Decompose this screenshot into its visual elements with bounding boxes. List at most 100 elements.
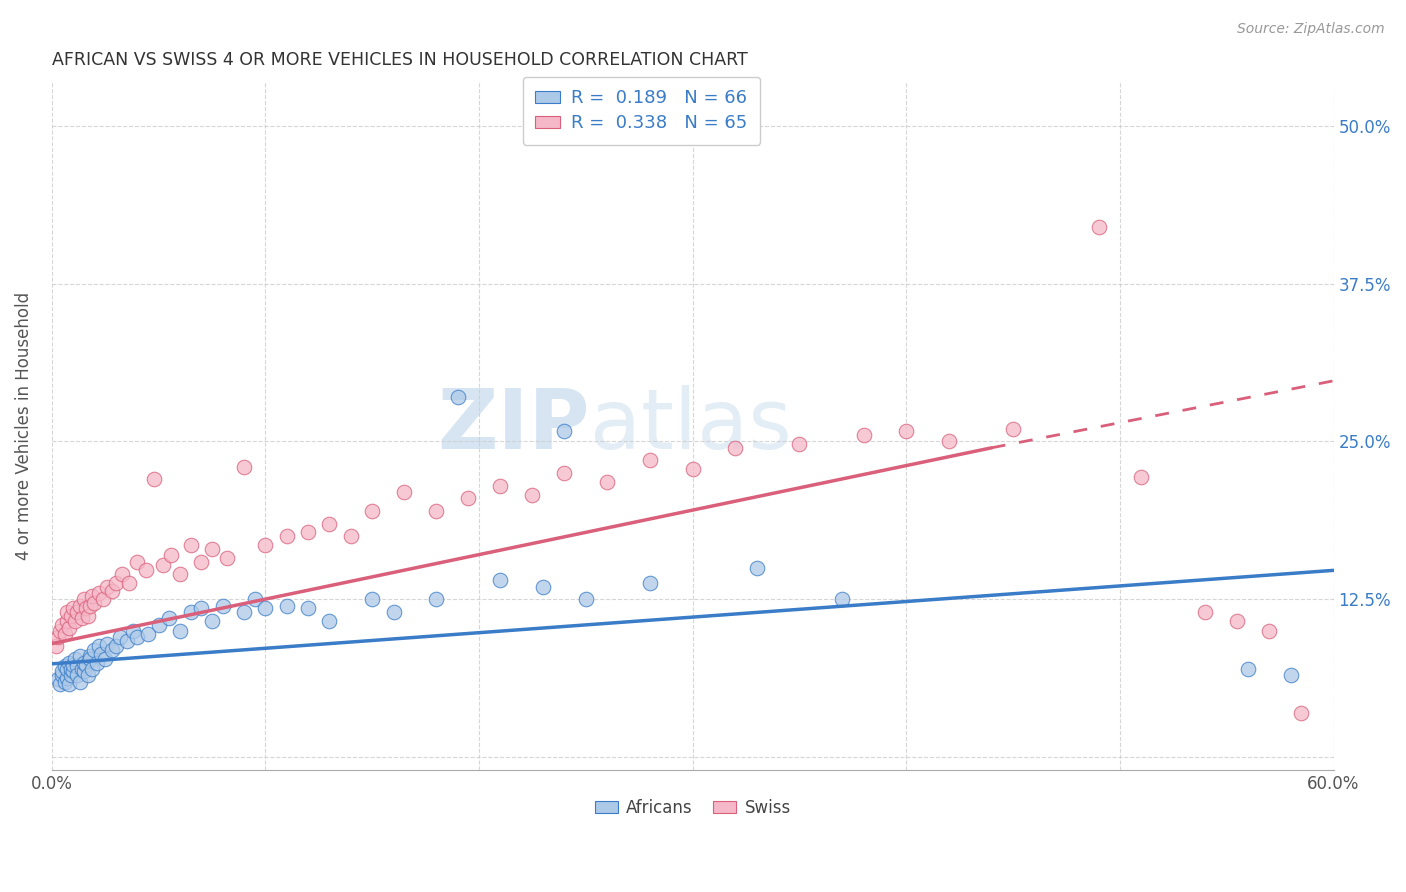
Point: [73, 656, 96, 670]
Point: [104, 576, 127, 591]
Point: [1130, 470, 1153, 484]
Point: [70, 611, 93, 625]
Point: [457, 491, 479, 506]
Point: [66, 605, 89, 619]
Point: [86, 656, 108, 670]
Point: [82, 589, 104, 603]
Point: [148, 617, 170, 632]
Point: [190, 554, 212, 568]
Point: [318, 614, 340, 628]
Point: [201, 614, 224, 628]
Point: [51, 668, 73, 682]
Point: [91, 592, 114, 607]
Point: [446, 390, 468, 404]
Point: [276, 529, 298, 543]
Point: [152, 558, 174, 573]
Point: [73, 665, 96, 679]
Point: [62, 601, 84, 615]
Point: [127, 554, 149, 568]
Point: [53, 659, 76, 673]
Point: [682, 462, 704, 476]
Point: [65, 614, 87, 628]
Point: [638, 576, 661, 591]
Point: [938, 434, 960, 449]
Point: [66, 668, 89, 682]
Point: [135, 563, 157, 577]
Point: [62, 658, 84, 673]
Point: [157, 611, 180, 625]
Point: [87, 586, 110, 600]
Point: [100, 643, 122, 657]
Point: [55, 671, 77, 685]
Point: [75, 658, 97, 673]
Point: [70, 662, 93, 676]
Point: [83, 643, 105, 657]
Point: [58, 622, 80, 636]
Point: [254, 601, 277, 615]
Point: [297, 525, 319, 540]
Point: [59, 608, 82, 623]
Point: [46, 672, 69, 686]
Point: [318, 516, 340, 531]
Text: atlas: atlas: [591, 385, 792, 467]
Point: [233, 459, 256, 474]
Point: [169, 567, 191, 582]
Point: [82, 662, 104, 676]
Text: ZIP: ZIP: [437, 385, 591, 467]
Point: [75, 601, 97, 615]
Point: [896, 425, 918, 439]
Point: [46, 630, 69, 644]
Point: [62, 665, 84, 679]
Point: [1279, 668, 1302, 682]
Point: [180, 605, 202, 619]
Point: [87, 639, 110, 653]
Point: [96, 637, 118, 651]
Point: [394, 485, 416, 500]
Point: [69, 674, 91, 689]
Legend: Africans, Swiss: Africans, Swiss: [588, 792, 797, 823]
Point: [118, 576, 141, 591]
Point: [425, 592, 447, 607]
Point: [1087, 219, 1109, 234]
Point: [122, 624, 145, 638]
Point: [1002, 422, 1025, 436]
Point: [79, 599, 101, 613]
Point: [724, 441, 747, 455]
Point: [79, 649, 101, 664]
Point: [104, 639, 127, 653]
Point: [66, 659, 89, 673]
Point: [58, 656, 80, 670]
Text: AFRICAN VS SWISS 4 OR MORE VEHICLES IN HOUSEHOLD CORRELATION CHART: AFRICAN VS SWISS 4 OR MORE VEHICLES IN H…: [52, 51, 748, 69]
Point: [111, 567, 134, 582]
Text: Source: ZipAtlas.com: Source: ZipAtlas.com: [1237, 22, 1385, 37]
Point: [58, 677, 80, 691]
Point: [190, 601, 212, 615]
Point: [77, 608, 100, 623]
Point: [59, 668, 82, 682]
Point: [553, 425, 575, 439]
Point: [143, 472, 166, 486]
Point: [69, 649, 91, 664]
Point: [201, 541, 224, 556]
Point: [55, 662, 77, 676]
Point: [596, 475, 619, 489]
Point: [1194, 605, 1216, 619]
Point: [51, 617, 73, 632]
Point: [789, 437, 811, 451]
Point: [69, 599, 91, 613]
Y-axis label: 4 or more Vehicles in Household: 4 or more Vehicles in Household: [15, 292, 32, 560]
Point: [233, 605, 256, 619]
Point: [1258, 624, 1281, 638]
Point: [115, 634, 138, 648]
Point: [1226, 614, 1249, 628]
Point: [160, 548, 183, 562]
Point: [136, 626, 159, 640]
Point: [522, 487, 544, 501]
Point: [638, 453, 661, 467]
Point: [243, 592, 266, 607]
Point: [45, 639, 67, 653]
Point: [90, 647, 112, 661]
Point: [79, 652, 101, 666]
Point: [96, 580, 118, 594]
Point: [215, 550, 238, 565]
